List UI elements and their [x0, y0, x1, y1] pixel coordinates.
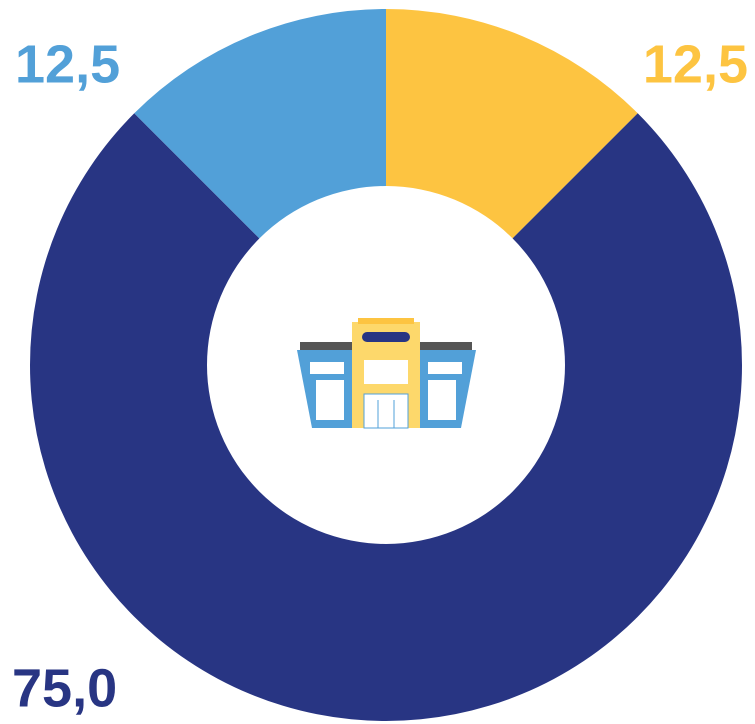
- value-label: 12,5: [643, 34, 748, 94]
- slice: [386, 9, 638, 239]
- store-icon: [297, 318, 476, 429]
- value-label: 75,0: [12, 658, 117, 718]
- window: [364, 360, 408, 384]
- sign: [362, 332, 410, 342]
- window: [428, 362, 462, 374]
- slices: [30, 9, 743, 721]
- window: [428, 380, 456, 420]
- door: [363, 393, 409, 429]
- value-label: 12,5: [15, 34, 120, 94]
- top-strip: [358, 318, 414, 324]
- window: [310, 362, 344, 374]
- slice: [134, 9, 386, 239]
- window: [316, 380, 344, 420]
- slice: [30, 113, 743, 721]
